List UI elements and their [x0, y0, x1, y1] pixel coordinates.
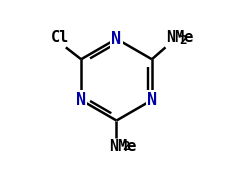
Text: N: N [112, 30, 121, 48]
Text: 2: 2 [122, 140, 130, 153]
Text: N: N [76, 91, 86, 109]
Text: 2: 2 [180, 34, 187, 47]
Text: Cl: Cl [51, 30, 69, 45]
Text: NMe: NMe [109, 139, 136, 154]
Text: N: N [147, 91, 157, 109]
Text: NMe: NMe [166, 30, 194, 45]
